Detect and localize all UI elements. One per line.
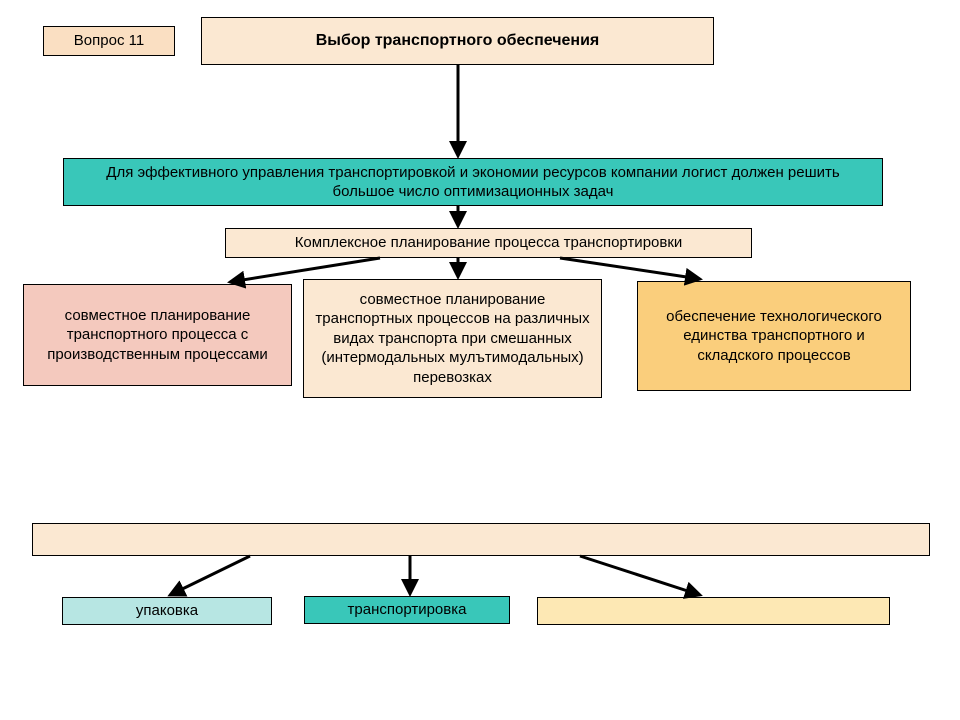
node-complex: Комплексное планирование процесса трансп… [225,228,752,258]
node-complex-label: Комплексное планирование процесса трансп… [295,233,683,253]
node-main_title: Выбор транспортного обеспечения [201,17,714,65]
edge-5 [170,556,250,595]
edge-4 [560,258,700,279]
node-leaf2-label: совместное планирование транспортных про… [314,290,591,388]
node-small2-label: транспортировка [348,600,467,620]
node-leaf1-label: совместное планирование транспортного пр… [34,306,281,365]
node-small3 [537,597,890,625]
node-leaf3-label: обеспечение технологического единства тр… [648,307,900,366]
node-question-label: Вопрос 11 [74,31,144,51]
node-main_title-label: Выбор транспортного обеспечения [316,31,600,52]
edge-7 [580,556,700,595]
node-desc: Для эффективного управления транспортиро… [63,158,883,206]
node-small2: транспортировка [304,596,510,624]
node-bar [32,523,930,556]
node-leaf2: совместное планирование транспортных про… [303,279,602,398]
node-desc-label: Для эффективного управления транспортиро… [74,163,872,202]
node-small1: упаковка [62,597,272,625]
node-question: Вопрос 11 [43,26,175,56]
node-leaf1: совместное планирование транспортного пр… [23,284,292,386]
node-small1-label: упаковка [136,601,198,621]
node-leaf3: обеспечение технологического единства тр… [637,281,911,391]
